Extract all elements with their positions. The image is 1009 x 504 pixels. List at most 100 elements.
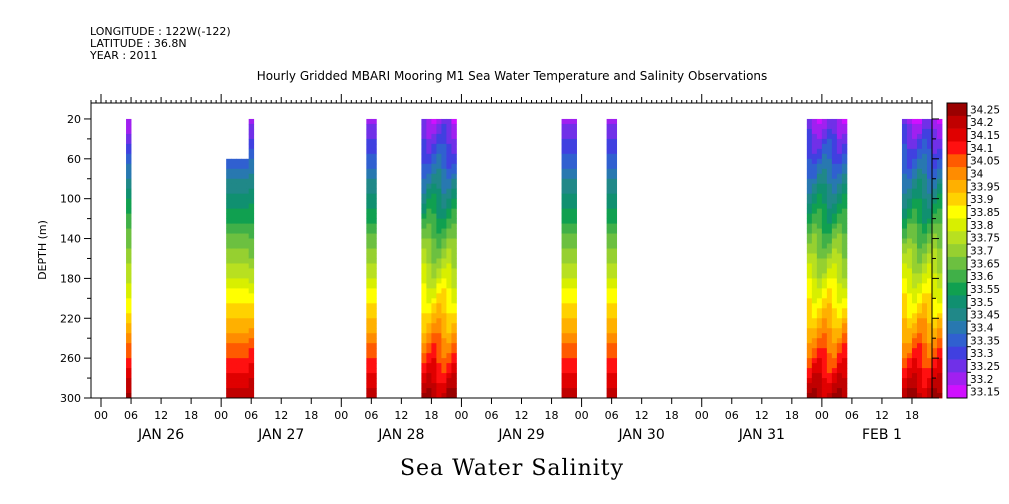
data-cell (836, 363, 843, 369)
data-cell (926, 188, 933, 195)
data-cell (246, 383, 250, 389)
data-cell (806, 308, 813, 314)
data-cell (441, 168, 447, 175)
data-cell (921, 308, 928, 314)
data-cell (916, 338, 923, 344)
data-cell (916, 208, 923, 215)
data-cell (126, 378, 132, 384)
data-cell (366, 288, 372, 294)
data-cell (248, 248, 255, 254)
data-cell (916, 343, 923, 349)
data-cell (451, 383, 457, 389)
data-cell (911, 193, 918, 200)
data-cell (241, 258, 247, 264)
data-cell (426, 333, 432, 339)
data-cell (566, 128, 572, 135)
data-cell (371, 353, 377, 359)
data-cell (236, 243, 242, 249)
data-cell (446, 348, 452, 354)
data-cell (816, 173, 823, 180)
data-cell (126, 383, 132, 389)
data-cell (937, 368, 943, 374)
data-cell (821, 283, 828, 289)
data-cell (841, 243, 848, 249)
data-cell (226, 278, 232, 284)
data-cell (611, 128, 618, 135)
data-cell (441, 223, 447, 229)
data-cell (926, 238, 933, 244)
x-tick-label: 06 (124, 409, 138, 422)
data-cell (561, 343, 567, 349)
data-cell (566, 223, 572, 229)
data-cell (246, 193, 250, 200)
data-cell (446, 368, 452, 374)
data-cell (561, 158, 567, 165)
data-cell (611, 328, 618, 334)
data-cell (836, 163, 843, 170)
data-cell (932, 338, 938, 344)
data-cell (126, 323, 132, 329)
data-cell (226, 163, 232, 170)
data-cell (426, 368, 432, 374)
data-cell (816, 123, 823, 130)
data-cell (836, 128, 843, 135)
data-cell (806, 338, 813, 344)
x-tick-label: 18 (184, 409, 198, 422)
data-cell (236, 283, 242, 289)
data-cell (436, 243, 442, 249)
data-cell (126, 313, 132, 319)
data-cell (836, 248, 843, 254)
data-cell (436, 233, 442, 239)
data-cell (901, 148, 908, 155)
data-cell (431, 158, 437, 165)
data-cell (816, 348, 823, 354)
data-cell (566, 368, 572, 374)
data-cell (246, 188, 250, 195)
data-cell (901, 118, 908, 125)
data-cell (937, 348, 943, 354)
data-cell (611, 313, 618, 319)
data-cell (932, 373, 938, 379)
data-cell (126, 358, 132, 364)
data-cell (901, 163, 908, 170)
colorbar-label: 34.05 (970, 156, 1000, 168)
data-cell (826, 308, 833, 314)
data-cell (431, 143, 437, 150)
data-cell (911, 213, 918, 220)
data-cell (436, 148, 442, 155)
data-cell (916, 148, 923, 155)
data-cell (566, 133, 572, 140)
data-cell (231, 288, 237, 294)
data-cell (811, 198, 818, 205)
data-cell (126, 163, 132, 170)
data-cell (816, 128, 823, 135)
data-cell (906, 198, 913, 205)
data-cell (611, 208, 618, 215)
data-cell (126, 343, 132, 349)
data-cell (436, 178, 442, 185)
data-cell (806, 288, 813, 294)
data-cell (248, 208, 255, 215)
data-cell (841, 213, 848, 220)
data-cell (421, 183, 427, 190)
data-cell (611, 138, 618, 145)
data-cell (841, 348, 848, 354)
data-cell (916, 223, 923, 229)
data-cell (831, 303, 838, 309)
data-cell (841, 323, 848, 329)
data-cell (371, 318, 377, 324)
data-cell (806, 373, 813, 379)
data-cell (421, 348, 427, 354)
data-cell (446, 128, 452, 135)
data-cell (441, 353, 447, 359)
data-cell (426, 283, 432, 289)
data-cell (246, 388, 250, 394)
data-cell (366, 328, 372, 334)
data-cell (906, 133, 913, 140)
data-cell (366, 243, 372, 249)
data-cell (906, 218, 913, 224)
data-cell (606, 148, 613, 155)
data-cell (231, 333, 237, 339)
data-cell (816, 368, 823, 374)
